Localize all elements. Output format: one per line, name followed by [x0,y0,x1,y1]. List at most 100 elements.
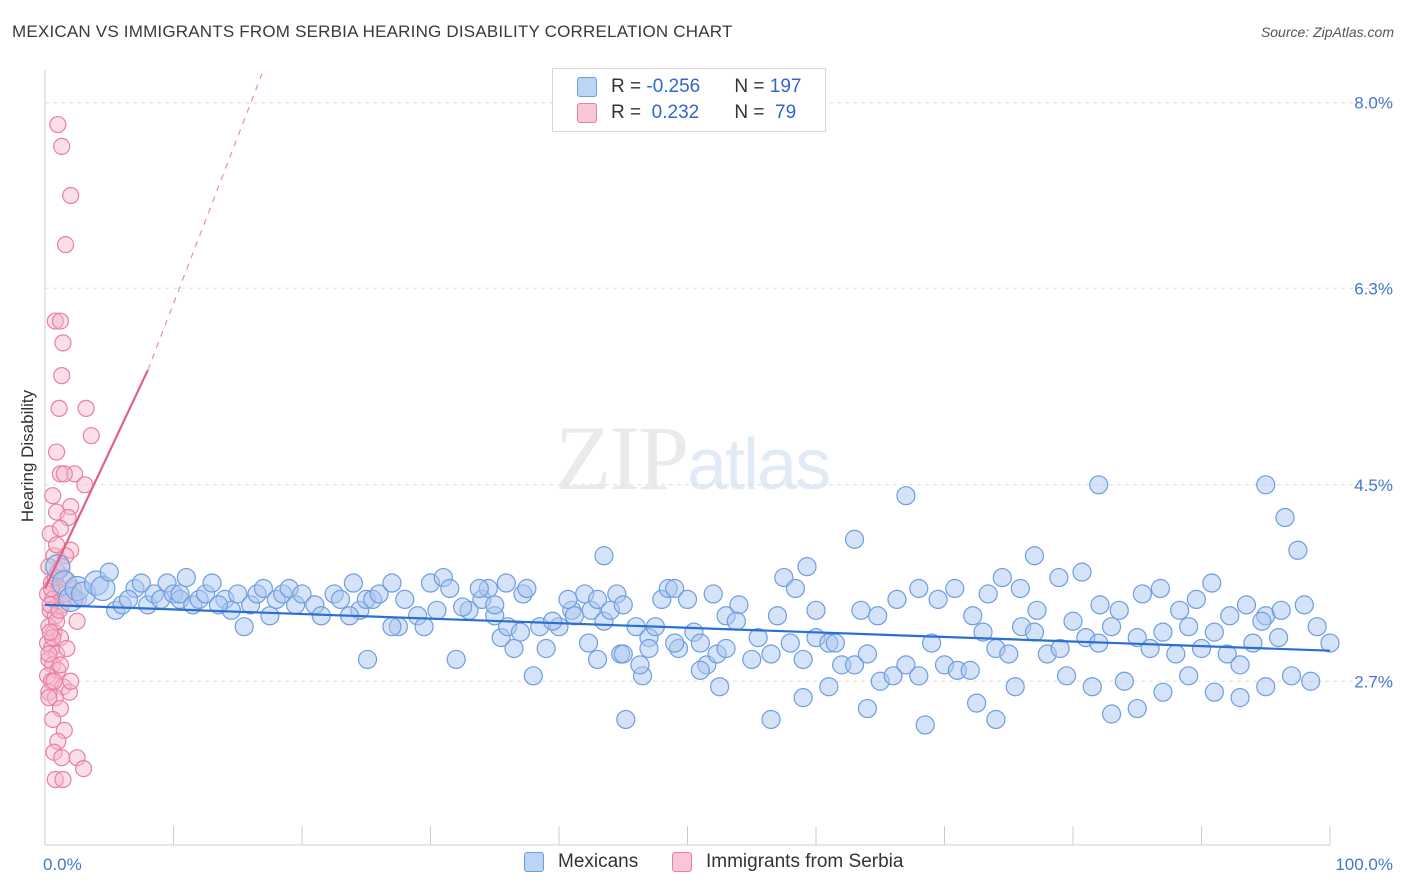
correlation-legend: R = -0.256 N = 197 R = 0.232 N = 79 [552,68,826,132]
legend-item-mexicans: Mexicans [524,851,638,873]
mexican-point [793,688,813,708]
mexican-point [616,709,636,730]
mexican-point [677,589,698,610]
mexican-point [131,573,151,593]
legend-row-serbia: R = 0.232 N = 79 [577,101,796,125]
mexican-point [357,649,378,670]
legend-r-value: -0.256 [646,76,701,97]
serbia-point [53,137,71,156]
mexican-point [330,589,351,610]
legend-label-mexicans: Mexicans [558,851,639,872]
mexican-point [665,578,685,599]
mexican-point [613,595,633,615]
mexican-point [1288,540,1308,560]
legend-item-serbia: Immigrants from Serbia [672,851,903,873]
mexican-point [806,600,826,620]
mexican-point [887,589,907,610]
mexican-point [1268,628,1289,648]
mexican-point [1072,562,1092,582]
mexican-point [1166,644,1186,664]
mexican-point [446,649,466,670]
mexican-point [665,633,685,653]
mexican-point [825,633,845,653]
mexican-point [1056,666,1077,686]
mexican-point [630,655,650,675]
legend-label-serbia: Immigrants from Serbia [706,851,904,872]
mexican-point [780,633,800,653]
mexican-point [909,666,929,686]
serbia-point [50,399,68,417]
mexican-point [414,617,434,637]
trend-lines [44,69,1331,652]
mexican-point [1153,682,1173,702]
serbia-point [55,721,73,739]
mexican-point [883,666,903,686]
mexican-point [1230,655,1250,675]
mexican-point [767,606,788,626]
mexican-point [594,546,614,566]
mexican-point [1186,589,1206,610]
serbia-point [55,465,73,483]
serbia-point [49,732,67,750]
serbia-point [41,525,59,543]
mexican-point [1217,644,1237,664]
serbia-point [53,749,71,767]
serbia-point [47,443,66,461]
mexican-point [1063,611,1083,631]
mexican-point [453,597,473,617]
legend-n-label: N = [734,102,770,123]
serbia-point [47,612,66,630]
mexican-point [170,584,190,604]
serbia-point [51,656,70,674]
mexican-point [1127,698,1147,719]
mexican-point [690,660,710,680]
mexican-point [1010,578,1030,599]
mexican-point [369,584,389,604]
serbia-trend-extension [147,69,265,371]
mexican-point [1132,584,1152,604]
mexican-point [1236,595,1257,615]
serbia-point [68,749,86,767]
mexican-trend-line [44,603,1331,652]
mexican-point [703,584,723,604]
mexican-point [1101,617,1122,637]
mexican-point [999,644,1019,664]
mexican-point [742,649,762,670]
mexican-point [427,600,447,620]
serbia-point [68,612,86,630]
mexican-point [909,578,929,599]
serbia-point [54,770,72,789]
mexican-point [1090,595,1110,615]
mexican-point [1140,638,1160,659]
serbia-point [44,487,62,505]
mexican-point [208,595,229,615]
legend-swatch-blue [524,852,544,872]
series-legend: Mexicans Immigrants from Serbia [0,851,1406,877]
mexican-point [716,638,736,659]
mexican-point [761,709,781,730]
watermark-atlas: atlas [687,425,831,505]
serbia-point [41,623,59,641]
mexican-point [1243,633,1263,653]
mexican-point [496,573,516,593]
mexican-point [440,578,460,599]
mexican-point [578,633,599,653]
mexican-point [922,633,942,653]
mexican-point [915,715,935,735]
legend-swatch-pink [672,852,692,872]
mexican-point [523,666,543,686]
mexican-point [844,529,865,549]
serbia-point [58,639,76,658]
mexican-point [978,584,998,604]
mexican-point [844,655,865,675]
mexican-point [729,595,749,615]
serbia-point [40,689,58,707]
mexican-point [564,606,585,626]
tick-labels: 2.7% 4.5% 6.3% 8.0% 0.0% 100.0% [43,94,1393,874]
serbia-point [49,115,67,134]
mexican-point [253,578,274,599]
mexican-point [1202,573,1222,593]
mexican-point [1101,704,1122,724]
mexican-point [395,589,415,610]
